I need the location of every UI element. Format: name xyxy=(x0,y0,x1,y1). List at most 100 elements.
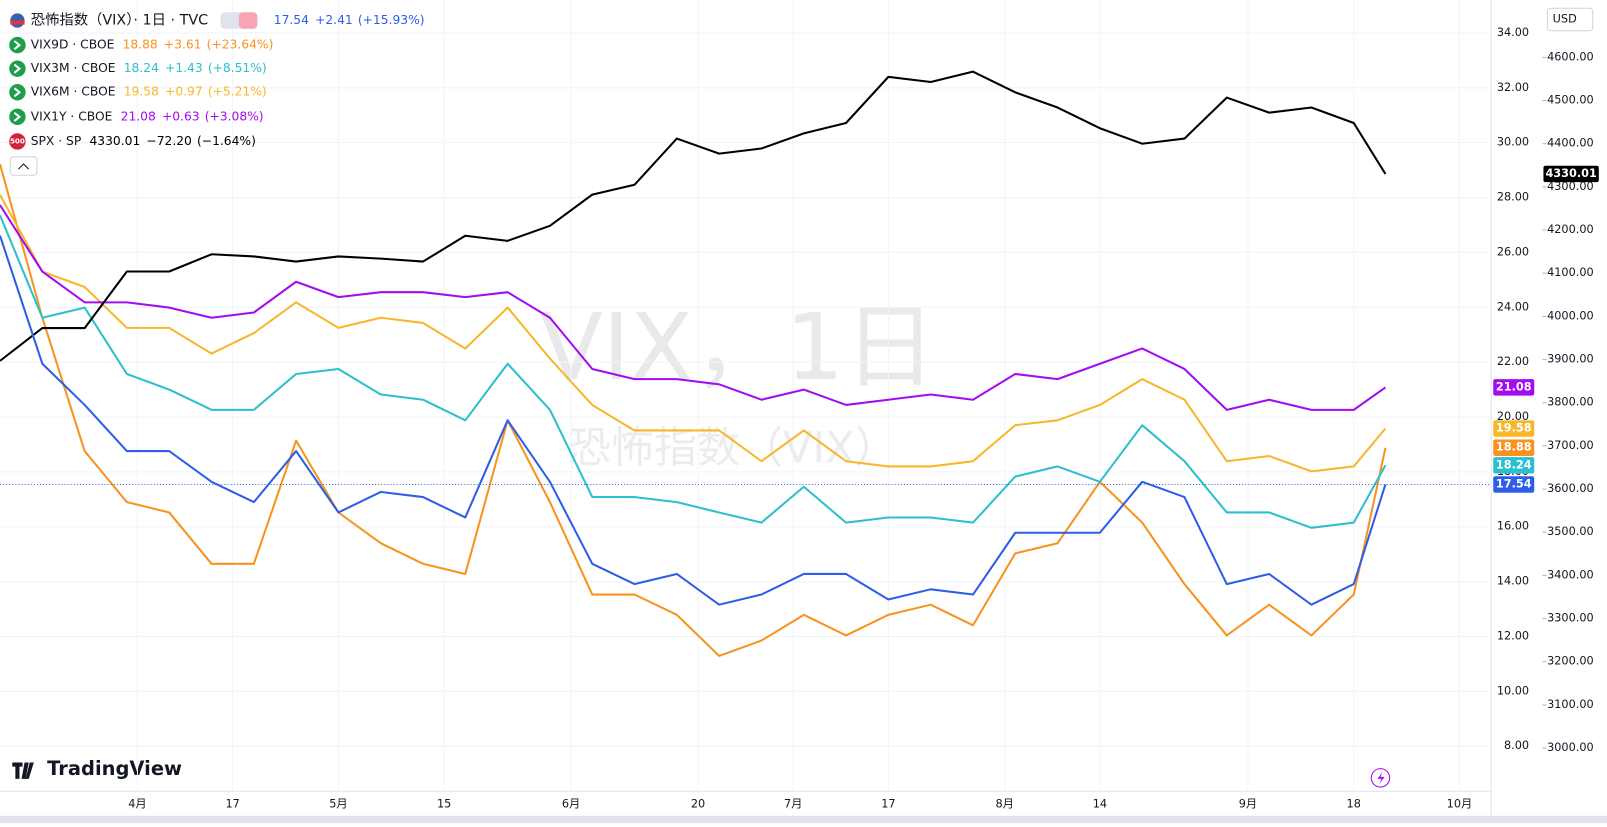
y-tick-label: 30.00 xyxy=(1497,136,1529,149)
series-icon-arrow xyxy=(13,63,22,74)
legend-value: 19.58 xyxy=(124,85,159,99)
currency[interactable]: USD xyxy=(1553,12,1577,25)
legend-name: VIX1Y · CBOE xyxy=(31,109,113,123)
legend-change-pct: (+15.93%) xyxy=(358,13,425,27)
series-line xyxy=(0,214,1387,529)
y-tick-label: 16.00 xyxy=(1497,520,1529,533)
y2-tick-label: 4000.00 xyxy=(1547,309,1594,322)
y-tick-label: 24.00 xyxy=(1497,300,1529,313)
legend-value: 4330.01 xyxy=(89,134,140,148)
y-tick-label: 12.00 xyxy=(1497,629,1529,642)
series-icon-arrow xyxy=(13,111,22,122)
price-tag xyxy=(1493,476,1535,493)
price-tag-label: 21.08 xyxy=(1496,380,1532,393)
y-tick-label: 34.00 xyxy=(1497,26,1529,39)
event-icon[interactable] xyxy=(1370,768,1391,788)
legend-value: 18.24 xyxy=(124,61,159,75)
x-tick-label: 7月 xyxy=(784,798,802,811)
y2-tick-label: 4300.00 xyxy=(1547,180,1594,193)
legend-change-pct: (+8.51%) xyxy=(208,61,267,75)
y-tick-label: 14.00 xyxy=(1497,575,1529,588)
y-tick-label: 26.00 xyxy=(1497,245,1529,258)
y-tick-label: 10.00 xyxy=(1497,684,1529,697)
y2-tick-label: 4500.00 xyxy=(1547,94,1594,107)
y2-tick-label: 3600.00 xyxy=(1547,482,1594,495)
price-tag xyxy=(1493,457,1535,474)
legend-change-pct: (+3.08%) xyxy=(205,109,264,123)
legend-change: +0.63 xyxy=(162,109,200,123)
x-tick-label: 9月 xyxy=(1239,798,1257,811)
logo-icon xyxy=(12,762,34,779)
legend-change-pct: (+5.21%) xyxy=(208,85,267,99)
badge-icon xyxy=(9,133,26,150)
y2-tick-label: 4400.00 xyxy=(1547,137,1594,150)
y-tick-label: 28.00 xyxy=(1497,191,1529,204)
y2-tick-label: 4100.00 xyxy=(1547,266,1594,279)
x-tick-label: 10月 xyxy=(1447,798,1473,811)
legend-name: 恐怖指数（VIX）· 1日 · TVC xyxy=(31,12,208,29)
price-tag-label: 19.58 xyxy=(1496,422,1532,435)
price-tag-label: 18.88 xyxy=(1496,441,1532,454)
legend-value: 18.88 xyxy=(123,38,158,52)
y2-tick-label: 3400.00 xyxy=(1547,568,1594,581)
price-tag xyxy=(1493,379,1535,396)
legend-name: VIX6M · CBOE xyxy=(31,85,116,99)
y2-tick-label: 3300.00 xyxy=(1547,612,1594,625)
x-tick-label: 20 xyxy=(691,798,705,811)
legend-change: −72.20 xyxy=(146,134,191,148)
logo: TradingView xyxy=(12,757,182,780)
series-line xyxy=(0,204,1387,411)
collapse-icon xyxy=(18,163,30,170)
x-tick-label: 5月 xyxy=(329,798,347,811)
x-tick-label: 15 xyxy=(437,798,451,811)
price-tag-label: 4330.01 xyxy=(1545,167,1596,180)
legend-name: VIX3M · CBOE xyxy=(31,61,116,75)
legend-value: 21.08 xyxy=(121,109,156,123)
y2-tick-label: 4600.00 xyxy=(1547,50,1594,63)
bottom-bar xyxy=(0,815,1607,823)
legend-change: +1.43 xyxy=(165,61,203,75)
watermark-sub: 恐怖指数（VIX） xyxy=(568,423,898,473)
legend-change: +3.61 xyxy=(164,38,202,52)
price-tag xyxy=(1493,420,1535,437)
x-tick-label: 6月 xyxy=(562,798,580,811)
legend-toggle-on xyxy=(238,12,258,29)
series-icon-arrow xyxy=(13,40,22,51)
y-tick-label: 20.00 xyxy=(1497,410,1529,423)
badge-label: 500 xyxy=(10,136,25,145)
price-tag xyxy=(1543,165,1599,183)
watermark: VIX，1日 xyxy=(540,293,937,401)
y2-tick-label: 3700.00 xyxy=(1547,439,1594,452)
series-line xyxy=(0,163,1387,657)
series-line xyxy=(0,235,1387,606)
x-tick-label: 8月 xyxy=(995,798,1013,811)
legend-change-pct: (+23.64%) xyxy=(207,38,274,52)
y2-tick-label: 3000.00 xyxy=(1547,741,1594,754)
legend-name: SPX · SP xyxy=(31,134,82,148)
brand: TradingView xyxy=(47,757,182,780)
x-tick-label: 17 xyxy=(225,798,239,811)
price-tag-label: 18.24 xyxy=(1496,458,1532,471)
x-tick-label: 4月 xyxy=(128,798,146,811)
y-tick-label: 22.00 xyxy=(1497,355,1529,368)
currency-button[interactable] xyxy=(1547,7,1594,32)
series-icon xyxy=(9,36,26,54)
collapse-button[interactable] xyxy=(9,156,38,176)
event-bolt xyxy=(1377,771,1385,785)
series-icon xyxy=(9,84,26,101)
y2-tick-label: 3900.00 xyxy=(1547,353,1594,366)
price-tag-label: 17.54 xyxy=(1496,478,1532,491)
legend-value: 17.54 xyxy=(274,13,309,27)
legend-name: VIX9D · CBOE xyxy=(31,38,115,52)
series-icon xyxy=(9,60,26,77)
price-tag xyxy=(1493,439,1535,456)
y2-tick-label: 4200.00 xyxy=(1547,223,1594,236)
flag-stripe xyxy=(10,20,25,25)
x-tick-label: 17 xyxy=(881,798,895,811)
y2-tick-label: 3500.00 xyxy=(1547,525,1594,538)
y2-tick-label: 3800.00 xyxy=(1547,396,1594,409)
series-icon xyxy=(9,108,26,126)
y-tick-label: 32.00 xyxy=(1497,81,1529,94)
